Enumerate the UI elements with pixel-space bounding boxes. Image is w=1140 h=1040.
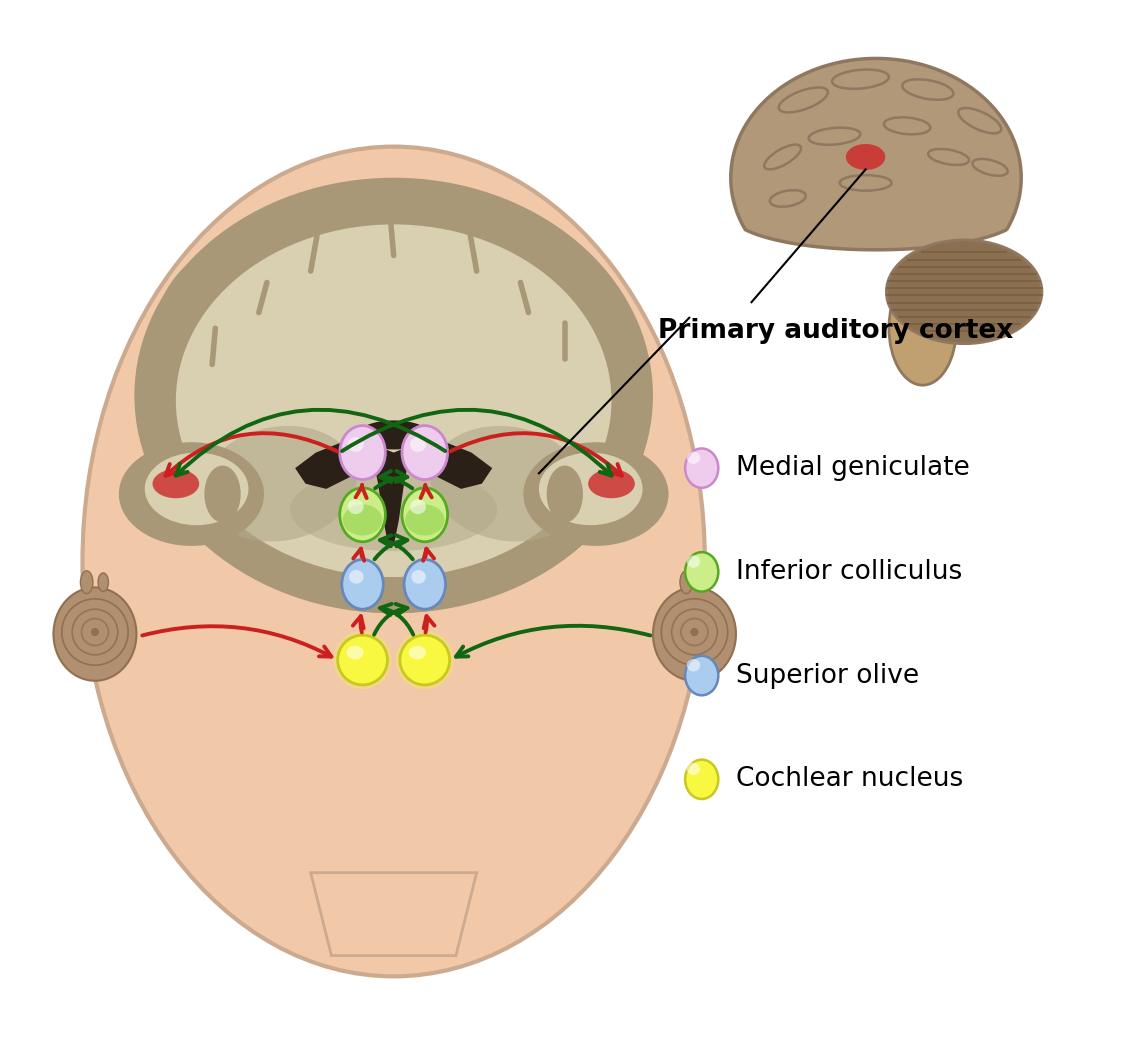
- Ellipse shape: [204, 466, 241, 522]
- Ellipse shape: [431, 426, 585, 542]
- Ellipse shape: [547, 466, 583, 522]
- Ellipse shape: [412, 570, 426, 583]
- Circle shape: [91, 628, 99, 636]
- Ellipse shape: [889, 271, 956, 385]
- Ellipse shape: [685, 656, 718, 696]
- Ellipse shape: [402, 425, 448, 479]
- Text: Superior olive: Superior olive: [736, 662, 919, 688]
- Ellipse shape: [653, 588, 736, 681]
- Ellipse shape: [153, 469, 200, 498]
- Ellipse shape: [340, 488, 385, 542]
- Ellipse shape: [347, 646, 364, 659]
- Ellipse shape: [348, 437, 364, 452]
- Circle shape: [691, 628, 699, 636]
- Polygon shape: [368, 442, 420, 546]
- Ellipse shape: [98, 573, 108, 592]
- Circle shape: [334, 631, 392, 690]
- Ellipse shape: [408, 646, 426, 659]
- Ellipse shape: [342, 560, 383, 609]
- Ellipse shape: [686, 659, 700, 672]
- Ellipse shape: [81, 571, 92, 594]
- Ellipse shape: [402, 488, 448, 542]
- Ellipse shape: [290, 468, 497, 551]
- Ellipse shape: [176, 225, 611, 577]
- Ellipse shape: [135, 178, 653, 614]
- Ellipse shape: [685, 552, 718, 592]
- Ellipse shape: [539, 452, 643, 525]
- Ellipse shape: [145, 452, 249, 525]
- Text: Inferior colliculus: Inferior colliculus: [736, 558, 962, 584]
- Ellipse shape: [400, 635, 449, 685]
- Ellipse shape: [357, 420, 430, 449]
- Ellipse shape: [343, 504, 382, 536]
- Ellipse shape: [679, 571, 692, 594]
- Text: Medial geniculate: Medial geniculate: [736, 456, 970, 482]
- Polygon shape: [420, 432, 492, 489]
- Ellipse shape: [410, 499, 426, 514]
- Polygon shape: [311, 873, 477, 956]
- Ellipse shape: [337, 635, 388, 685]
- Ellipse shape: [685, 448, 718, 488]
- Ellipse shape: [348, 499, 364, 514]
- Ellipse shape: [685, 759, 718, 799]
- Ellipse shape: [686, 451, 700, 464]
- Text: Primary auditory cortex: Primary auditory cortex: [658, 318, 1013, 344]
- Ellipse shape: [588, 469, 635, 498]
- Text: Cochlear nucleus: Cochlear nucleus: [736, 766, 963, 792]
- Ellipse shape: [54, 588, 137, 681]
- Ellipse shape: [698, 573, 708, 592]
- Ellipse shape: [405, 504, 445, 536]
- Polygon shape: [295, 432, 368, 489]
- Polygon shape: [731, 58, 1021, 250]
- Ellipse shape: [82, 147, 705, 977]
- Ellipse shape: [410, 437, 426, 452]
- Ellipse shape: [523, 442, 668, 546]
- Ellipse shape: [340, 425, 385, 479]
- Ellipse shape: [887, 240, 1042, 343]
- Ellipse shape: [686, 555, 700, 568]
- Circle shape: [396, 631, 454, 690]
- Ellipse shape: [404, 560, 446, 609]
- Ellipse shape: [349, 570, 364, 583]
- Ellipse shape: [846, 144, 886, 170]
- Ellipse shape: [119, 442, 264, 546]
- Ellipse shape: [686, 762, 700, 775]
- Ellipse shape: [202, 426, 357, 542]
